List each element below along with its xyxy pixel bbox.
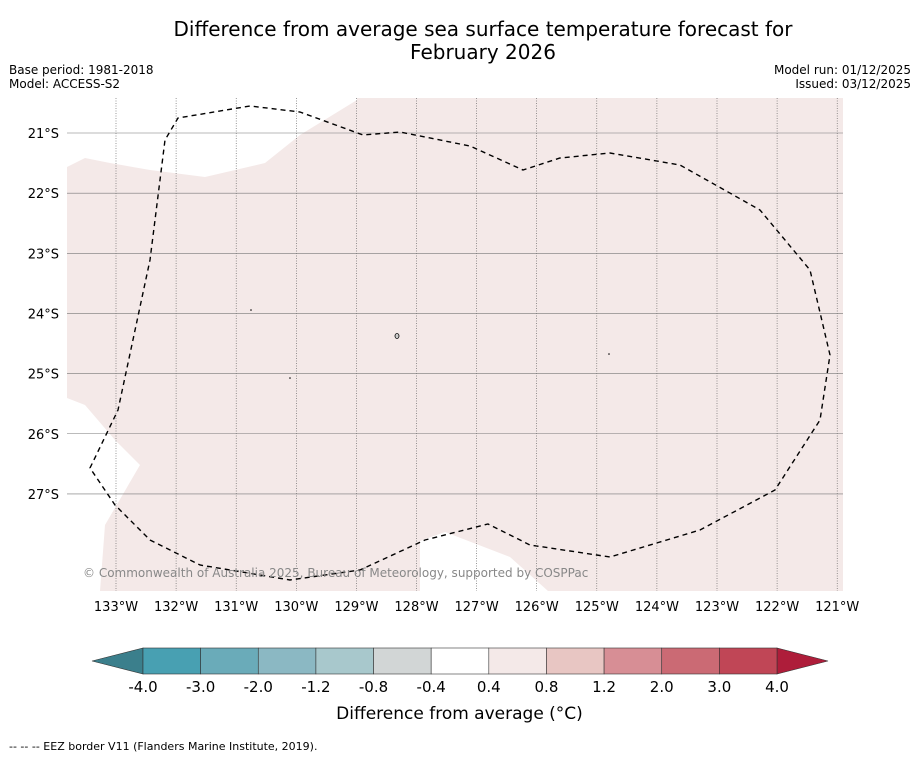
colorbar-segment bbox=[488, 647, 547, 675]
lat-tick-label: 23°S bbox=[28, 247, 59, 262]
lat-tick-label: 27°S bbox=[28, 488, 59, 503]
meta-left: Base period: 1981-2018 Model: ACCESS-S2 bbox=[9, 63, 154, 91]
model-name: Model: ACCESS-S2 bbox=[9, 77, 121, 91]
colorbar-tick-label: 0.4 bbox=[477, 678, 501, 696]
title-line-1: Difference from average sea surface temp… bbox=[173, 17, 793, 41]
island bbox=[394, 333, 400, 339]
lon-tick-label: 126°W bbox=[515, 600, 559, 615]
colorbar-tick-label: -1.2 bbox=[301, 678, 330, 696]
lon-tick-label: 132°W bbox=[154, 600, 198, 615]
lon-tick-label: 129°W bbox=[334, 600, 378, 615]
colorbar-segment bbox=[430, 647, 490, 675]
colorbar-segment bbox=[200, 647, 259, 675]
colorbar-segment bbox=[373, 647, 432, 675]
colorbar-tick-label: 3.0 bbox=[707, 678, 731, 696]
lat-tick-label: 21°S bbox=[28, 127, 59, 142]
lat-tick-label: 22°S bbox=[28, 187, 59, 202]
model-run: Model run: 01/12/2025 bbox=[773, 63, 911, 77]
colorbar-tick-label: -0.4 bbox=[417, 678, 446, 696]
colorbar-tick-label: 1.2 bbox=[592, 678, 616, 696]
sst-anomaly-region bbox=[67, 98, 843, 591]
base-period: Base period: 1981-2018 bbox=[9, 63, 154, 77]
lon-tick-label: 130°W bbox=[274, 600, 318, 615]
lat-tick-label: 24°S bbox=[28, 307, 59, 322]
lon-tick-label: 122°W bbox=[755, 600, 799, 615]
colorbar-segment bbox=[257, 647, 317, 675]
colorbar-segment bbox=[546, 647, 605, 675]
colorbar-tick-label: -0.8 bbox=[359, 678, 388, 696]
colorbar-tick-label: -2.0 bbox=[244, 678, 273, 696]
lat-tick-label: 26°S bbox=[28, 428, 59, 443]
eez-border bbox=[89, 105, 831, 581]
colorbar-segment bbox=[661, 647, 720, 675]
lon-tick-label: 124°W bbox=[635, 600, 679, 615]
meta-right: Model run: 01/12/2025 Issued: 03/12/2025 bbox=[774, 63, 911, 91]
colorbar-tick-label: -3.0 bbox=[186, 678, 215, 696]
colorbar-over-arrow bbox=[776, 647, 829, 675]
title-line-2: February 2026 bbox=[410, 40, 556, 64]
island bbox=[608, 353, 610, 355]
lon-tick-label: 123°W bbox=[695, 600, 739, 615]
lon-tick-label: 127°W bbox=[455, 600, 499, 615]
colorbar-segment bbox=[315, 647, 374, 675]
colorbar-segment bbox=[603, 647, 663, 675]
lon-tick-label: 133°W bbox=[94, 600, 138, 615]
eez-footnote: -- -- -- EEZ border V11 (Flanders Marine… bbox=[9, 740, 318, 753]
lon-tick-label: 121°W bbox=[815, 600, 859, 615]
island bbox=[289, 377, 291, 379]
colorbar-tick-label: 4.0 bbox=[765, 678, 789, 696]
colorbar-tick-label: 0.8 bbox=[535, 678, 559, 696]
colorbar-segment bbox=[719, 647, 778, 675]
issued-date: Issued: 03/12/2025 bbox=[795, 77, 911, 91]
copyright-text: © Commonwealth of Australia 2025, Bureau… bbox=[83, 566, 588, 580]
colorbar-segment bbox=[142, 647, 201, 675]
lon-tick-label: 131°W bbox=[214, 600, 258, 615]
lat-tick-label: 25°S bbox=[28, 368, 59, 383]
colorbar-tick-label: 2.0 bbox=[650, 678, 674, 696]
lon-tick-label: 128°W bbox=[394, 600, 438, 615]
map-title: Difference from average sea surface temp… bbox=[0, 18, 919, 64]
lon-tick-label: 125°W bbox=[575, 600, 619, 615]
colorbar-label: Difference from average (°C) bbox=[336, 704, 583, 724]
colorbar: -4.0 -3.0 -2.0 -1.2 -0.8 -0.4 0.4 0.8 1.2 2.0 3.0 4… bbox=[91, 647, 829, 696]
island bbox=[250, 309, 252, 311]
colorbar-tick-label: -4.0 bbox=[128, 678, 157, 696]
colorbar-under-arrow bbox=[91, 647, 144, 675]
